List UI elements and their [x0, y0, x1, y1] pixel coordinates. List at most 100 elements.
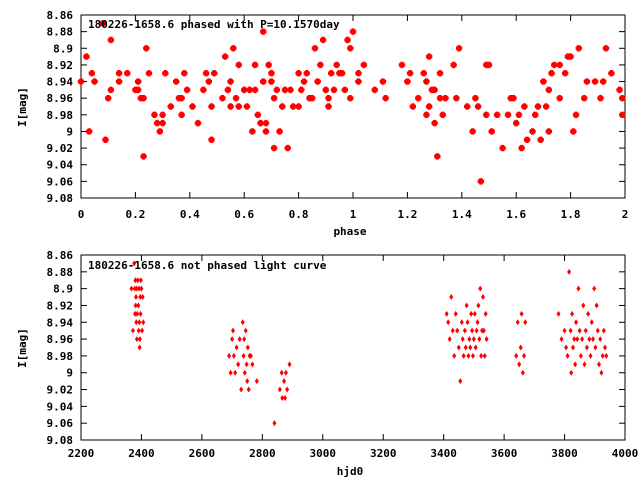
data-point: [519, 310, 524, 317]
data-point: [382, 94, 389, 102]
data-point: [446, 319, 451, 326]
data-point: [246, 86, 253, 94]
data-point: [556, 310, 561, 317]
data-point: [156, 128, 164, 135]
unphased-y-tick-label: 8.86: [47, 249, 74, 262]
data-point: [134, 86, 142, 94]
data-point: [603, 344, 608, 351]
data-point: [458, 378, 463, 385]
data-point: [499, 144, 506, 152]
data-point: [515, 111, 523, 119]
phased-y-tick-label: 9.08: [47, 192, 74, 205]
unphased-x-tick-label: 2600: [189, 447, 216, 460]
data-point: [285, 386, 290, 393]
data-point: [477, 336, 482, 343]
data-point: [439, 111, 446, 119]
data-point: [227, 103, 234, 110]
data-point: [360, 61, 368, 69]
data-point: [134, 336, 139, 343]
data-point: [450, 327, 455, 334]
data-point: [583, 327, 588, 334]
phased-y-tick-label: 9: [66, 125, 73, 138]
data-point: [173, 78, 180, 85]
data-point: [583, 78, 591, 85]
data-point: [159, 111, 166, 119]
phased-x-tick-label: 0.8: [289, 208, 309, 221]
unphased-x-tick-label: 2800: [249, 447, 276, 460]
data-point: [581, 302, 586, 309]
data-point: [442, 94, 449, 102]
data-point: [604, 352, 609, 359]
data-point: [567, 53, 574, 60]
data-point: [478, 285, 483, 292]
data-point: [518, 144, 525, 152]
data-point: [521, 103, 528, 110]
unphased-x-tick-label: 2400: [128, 447, 155, 460]
data-point: [270, 94, 278, 102]
data-point: [559, 336, 564, 343]
data-point: [595, 327, 600, 334]
data-point: [208, 136, 215, 143]
unphased-x-tick-label: 3000: [310, 447, 337, 460]
data-point: [140, 294, 145, 301]
data-point: [282, 378, 287, 385]
data-point: [287, 361, 292, 368]
unphased-y-tick-labels: 8.86 8.88 8.9 8.92 8.94 8.96 8.98 9 9.02 9.04 9.06…: [47, 249, 74, 447]
data-point: [568, 327, 573, 334]
phased-light-curve-panel: 8.86 8.88 8.9 8.92 8.94 8.96 8.98 9 9.02 9.04 9.06…: [16, 9, 628, 238]
data-point: [488, 128, 495, 135]
data-point: [590, 336, 595, 343]
data-point: [257, 119, 264, 127]
data-point: [472, 94, 479, 102]
data-point: [464, 103, 471, 110]
data-point: [295, 70, 302, 77]
data-point: [178, 111, 185, 119]
phased-data-points: [77, 20, 626, 185]
data-point: [463, 344, 468, 351]
data-point: [85, 128, 93, 135]
unphased-y-tick-label: 9: [66, 367, 73, 380]
data-point: [582, 361, 587, 368]
data-point: [462, 327, 467, 334]
data-point: [325, 103, 332, 110]
data-point: [338, 70, 346, 77]
data-point: [619, 94, 626, 102]
data-point: [517, 361, 522, 368]
data-point: [571, 344, 576, 351]
data-point: [167, 103, 174, 110]
data-point: [431, 86, 438, 94]
phased-y-tick-label: 9.02: [47, 142, 74, 155]
data-point: [464, 302, 469, 309]
data-point: [124, 70, 131, 77]
data-point: [138, 310, 143, 317]
unphased-axis-ticks: [80, 254, 626, 441]
phased-x-tick-label: 0.6: [234, 208, 254, 221]
data-point: [235, 61, 242, 69]
data-point: [436, 70, 444, 77]
data-point: [415, 94, 422, 102]
data-point: [537, 136, 544, 143]
data-point: [473, 344, 478, 351]
data-point: [600, 352, 605, 359]
data-point: [102, 136, 109, 143]
data-point: [573, 361, 578, 368]
data-point: [556, 61, 563, 69]
data-point: [249, 128, 256, 135]
data-point: [570, 310, 575, 317]
data-point: [311, 45, 319, 52]
data-point: [284, 144, 291, 152]
unphased-y-tick-label: 8.92: [47, 299, 74, 312]
data-point: [137, 344, 142, 351]
phased-y-tick-labels: 8.86 8.88 8.9 8.92 8.94 8.96 8.98 9 9.02 9.04 9.06…: [47, 9, 74, 205]
data-point: [248, 352, 253, 359]
data-point: [581, 94, 588, 102]
data-point: [181, 70, 188, 77]
data-point: [134, 78, 142, 85]
data-point: [314, 78, 321, 85]
data-point: [183, 86, 191, 94]
data-point: [295, 103, 302, 110]
data-point: [251, 86, 259, 94]
data-point: [231, 327, 236, 334]
phased-y-tick-label: 8.98: [47, 109, 74, 122]
data-point: [153, 119, 161, 127]
